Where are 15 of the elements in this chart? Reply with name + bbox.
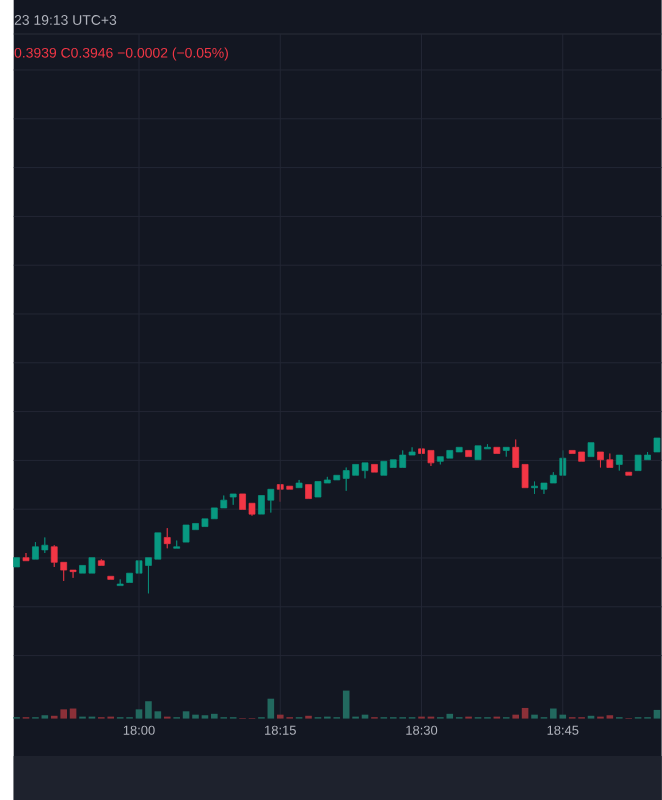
candlestick [653,437,661,453]
candlestick [493,446,501,454]
candlestick [229,493,237,506]
candlestick [173,540,180,549]
candlestick [587,442,595,457]
candlestick [97,558,105,566]
candlestick [305,484,312,499]
candlestick [163,527,171,549]
candlestick [116,579,124,586]
candlestick [370,464,378,473]
candlestick [615,454,623,471]
candlestick [13,557,20,568]
candlestick [295,479,303,489]
candlestick [465,450,472,457]
candlestick [502,446,510,457]
